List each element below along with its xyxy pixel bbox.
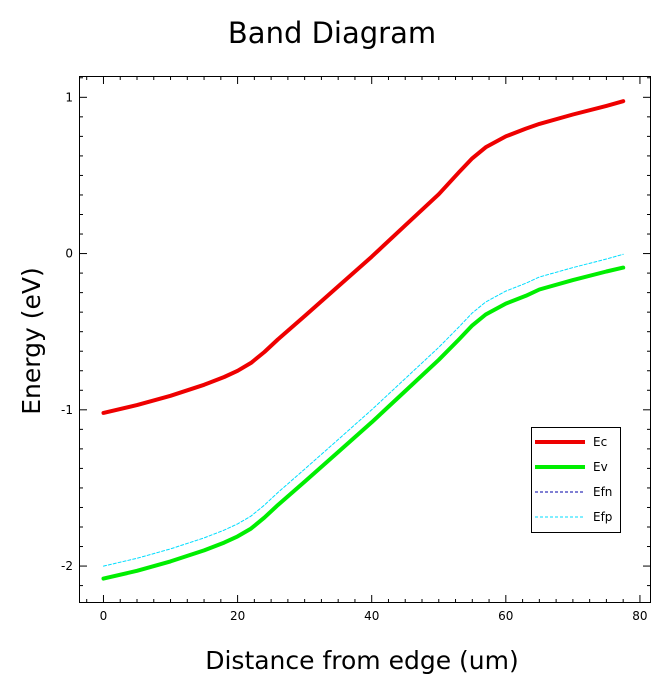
y-tick-label: 1 [65,90,73,104]
plot-frame [79,76,651,603]
x-tick-label: 40 [364,609,379,623]
chart-title: Band Diagram [228,16,436,50]
series-lines [101,99,626,581]
legend-label-efn: Efn [593,485,612,499]
legend-box [531,427,621,533]
series-line-ev [101,265,626,581]
y-axis-label: Energy (eV) [17,267,46,414]
series-line-efp [103,253,624,567]
x-tick-label: 0 [100,609,108,623]
legend-label-ec: Ec [593,435,607,449]
y-tick-label: -1 [61,403,73,417]
x-tick-label: 60 [498,609,513,623]
legend-label-ev: Ev [593,460,608,474]
y-tick-label: 0 [65,247,73,261]
axis-ticks: 0 20 40 60 80 -2 -1 0 1 [61,77,650,623]
series-line-ec [101,99,626,415]
legend: Ec Ev Efn Efp [531,427,621,533]
x-tick-label: 20 [230,609,245,623]
x-tick-label: 80 [632,609,647,623]
x-axis-label: Distance from edge (um) [205,646,519,675]
y-tick-label: -2 [61,559,73,573]
legend-label-efp: Efp [593,510,612,524]
